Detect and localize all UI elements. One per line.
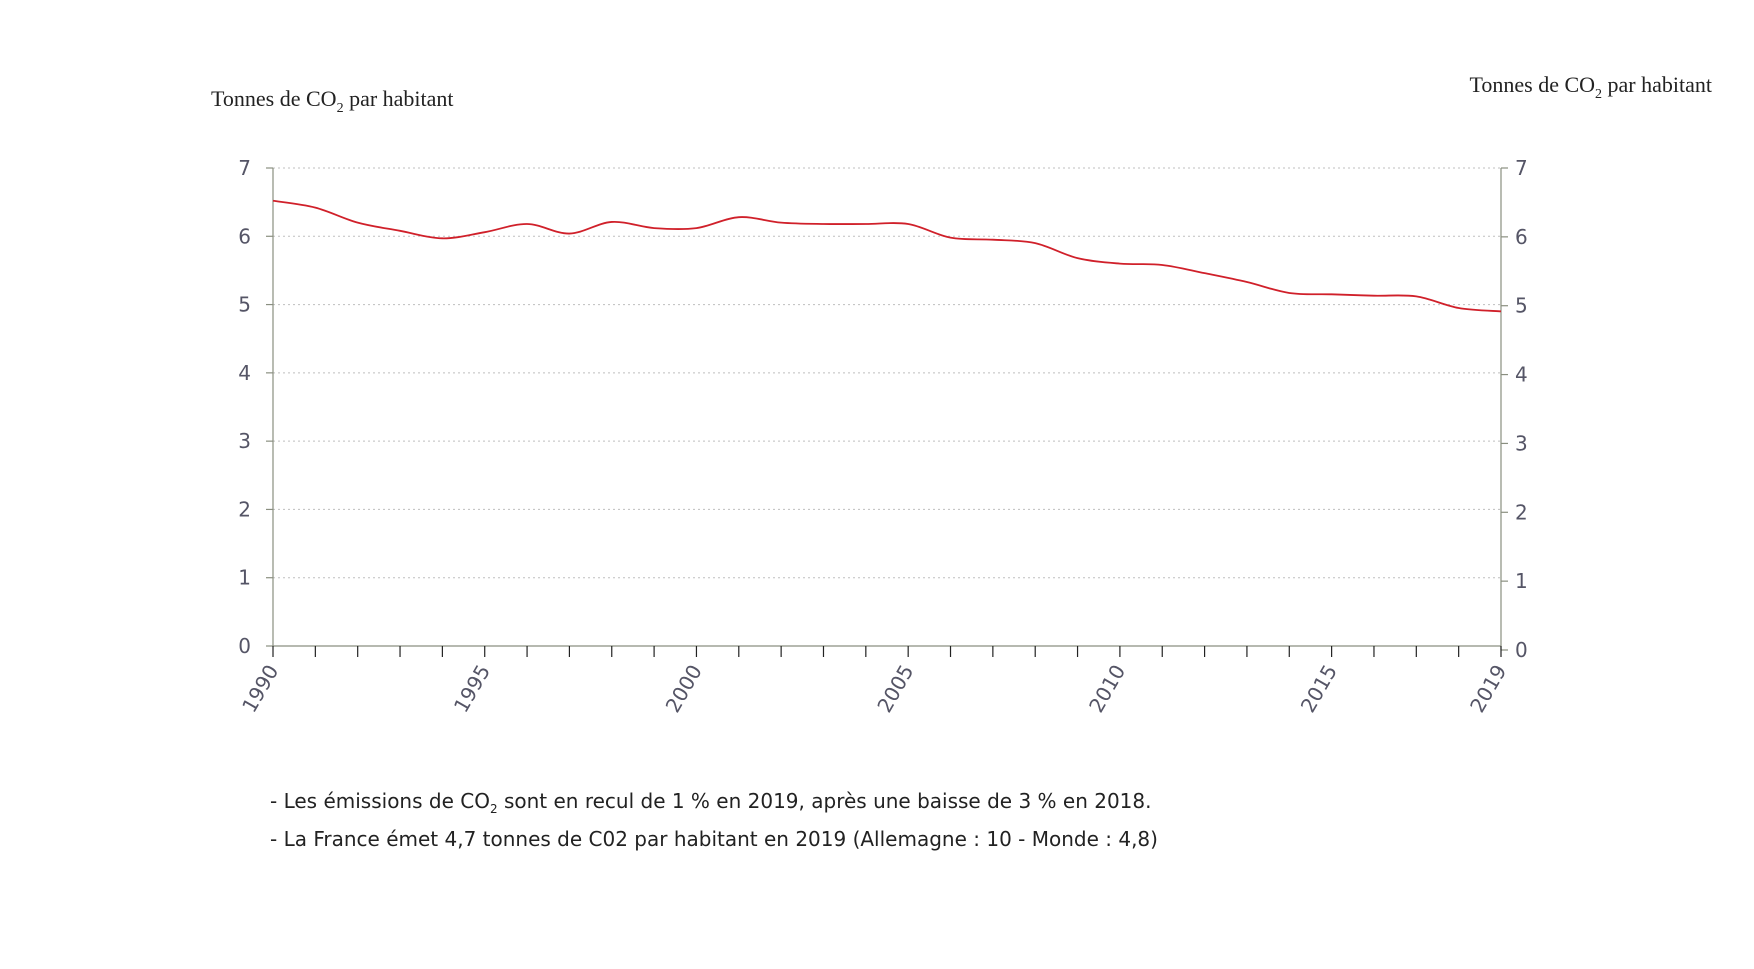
left-y-tick-label: 5 <box>238 293 251 317</box>
series-line-france <box>272 199 1502 313</box>
left-y-tick-label: 1 <box>238 566 251 590</box>
right-y-tick-label: 3 <box>1515 431 1528 455</box>
x-tick-label: 2019 <box>1465 661 1511 717</box>
x-tick-label: 2000 <box>661 661 707 717</box>
x-tick-label: 1995 <box>449 661 495 717</box>
series-layer <box>272 199 1502 313</box>
x-tick-label: 2005 <box>872 661 918 717</box>
left-y-tick-label: 7 <box>238 156 251 180</box>
note-line-2: - La France émet 4,7 tonnes de C02 par h… <box>270 827 1158 851</box>
right-y-tick-label: 4 <box>1515 363 1528 387</box>
left-y-tick-label: 4 <box>238 361 251 385</box>
x-tick-label: 1990 <box>237 661 283 717</box>
left-y-tick-label: 6 <box>238 224 251 248</box>
notes: - Les émissions de CO2 sont en recul de … <box>270 786 1158 854</box>
right-y-tick-label: 2 <box>1515 500 1528 524</box>
axes <box>266 167 1508 657</box>
right-y-tick-label: 5 <box>1515 294 1528 318</box>
tick-labels: 0 0 1 1 2 2 3 3 4 4 5 5 6 6 7 7 1990 1995 2000 2005 2010 2015… <box>237 156 1528 717</box>
x-tick-label: 2010 <box>1084 661 1130 717</box>
gridlines <box>273 167 1501 579</box>
right-y-tick-label: 1 <box>1515 569 1528 593</box>
right-y-tick-label: 0 <box>1515 638 1528 662</box>
right-y-tick-label: 7 <box>1515 156 1528 180</box>
right-axis-unit-title: Tonnes de CO2 par habitant <box>1469 72 1712 102</box>
left-y-tick-label: 2 <box>238 497 251 521</box>
left-y-tick-label: 3 <box>238 429 251 453</box>
left-axis-unit-title: Tonnes de CO2 par habitant <box>211 86 454 116</box>
right-y-tick-label: 6 <box>1515 225 1528 249</box>
left-y-tick-label: 0 <box>238 634 251 658</box>
x-tick-label: 2015 <box>1296 661 1342 717</box>
note-line-1: - Les émissions de CO2 sont en recul de … <box>270 789 1152 816</box>
